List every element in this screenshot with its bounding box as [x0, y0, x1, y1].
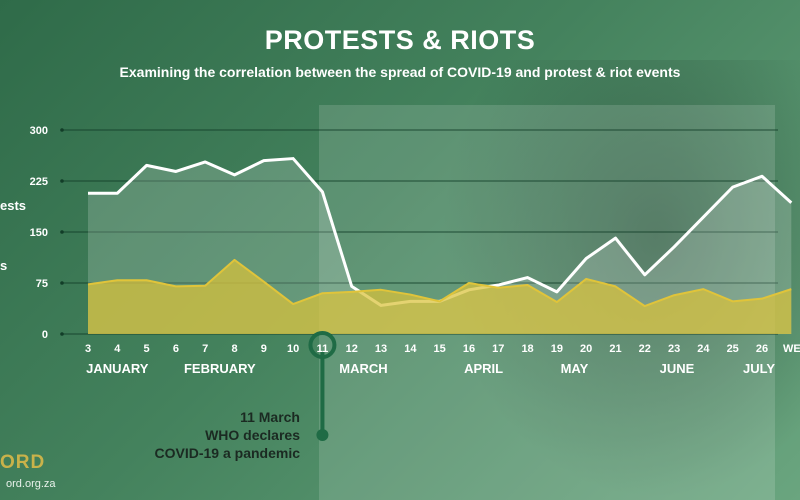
event-text-line2: WHO declares [205, 427, 300, 443]
gridline-dot [60, 230, 64, 234]
x-axis-label-fragment: WE [783, 343, 800, 355]
x-tick-label: 11 [317, 343, 329, 355]
month-label: JULY [743, 361, 775, 376]
x-tick-label: 12 [346, 343, 358, 355]
x-tick-label: 16 [463, 343, 475, 355]
brand-logo: ORD [0, 452, 46, 473]
y-tick-label: 300 [30, 125, 48, 137]
x-tick-label: 25 [727, 343, 739, 355]
background-photo [440, 60, 800, 500]
x-tick-label: 24 [697, 343, 710, 355]
x-tick-label: 6 [173, 343, 179, 355]
x-tick-label: 8 [231, 343, 237, 355]
x-tick-label: 23 [668, 343, 680, 355]
y-tick-labels: 0 75 150 225 300 [30, 125, 48, 341]
brand-url: ord.org.za [6, 478, 56, 490]
event-text-line3: COVID-19 a pandemic [154, 445, 301, 461]
legend-label-riots: s [0, 258, 8, 273]
month-labels: JANUARY FEBRUARY MARCH APRIL MAY JUNE JULY [86, 361, 775, 376]
x-tick-labels: 3 4 5 6 7 8 9 10 11 12 13 14 15 16 17 18 19 20 21 22 23 24 25 2… [85, 343, 800, 355]
x-tick-label: 10 [287, 343, 299, 355]
month-label: FEBRUARY [184, 361, 256, 376]
gridline-dot [60, 332, 64, 336]
x-tick-label: 5 [144, 343, 150, 355]
x-tick-label: 18 [521, 343, 533, 355]
chart-title: PROTESTS & RIOTS [264, 25, 536, 55]
y-tick-label: 225 [30, 176, 48, 188]
x-tick-label: 20 [580, 343, 592, 355]
y-tick-label: 75 [36, 278, 48, 290]
x-tick-label: 21 [609, 343, 621, 355]
gridline-dot [60, 281, 64, 285]
month-label: JUNE [660, 361, 695, 376]
month-label: JANUARY [86, 361, 149, 376]
x-tick-label: 7 [202, 343, 208, 355]
area-riots [88, 259, 792, 334]
event-annotation: 11 March WHO declares COVID-19 a pandemi… [100, 408, 301, 462]
x-tick-label: 9 [261, 343, 267, 355]
gridline-dot [60, 179, 64, 183]
gridline-dot [60, 128, 64, 132]
x-tick-label: 22 [639, 343, 651, 355]
month-label: APRIL [464, 361, 503, 376]
month-label: MARCH [339, 361, 387, 376]
legend-label-protests: ests [0, 198, 27, 213]
x-tick-label: 13 [375, 343, 387, 355]
event-date: 11 March [240, 409, 300, 425]
event-marker-dot [316, 429, 329, 441]
x-tick-label: 26 [756, 343, 768, 355]
y-tick-label: 150 [30, 227, 48, 239]
x-tick-label: 3 [85, 343, 91, 355]
x-tick-label: 15 [434, 343, 446, 355]
series-areas [87, 157, 793, 334]
chart-subtitle: Examining the correlation between the sp… [119, 64, 681, 80]
y-tick-label: 0 [42, 329, 48, 341]
x-tick-label: 19 [551, 343, 563, 355]
event-marker [308, 331, 337, 441]
x-tick-label: 14 [404, 343, 417, 355]
series-line-riots [87, 258, 792, 308]
x-tick-label: 4 [114, 343, 121, 355]
x-tick-label: 17 [492, 343, 504, 355]
month-label: MAY [561, 361, 589, 376]
event-marker-ring [308, 331, 337, 359]
